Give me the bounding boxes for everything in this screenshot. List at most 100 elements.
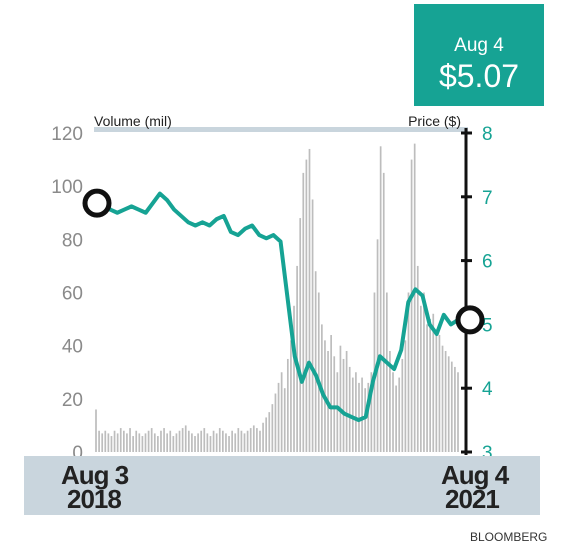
volume-bar — [385, 292, 388, 452]
volume-bar — [290, 340, 292, 452]
volume-bar — [228, 436, 230, 452]
right-tick-label: 8 — [482, 124, 493, 145]
volume-bar — [101, 433, 104, 452]
end-price-marker — [455, 305, 485, 335]
volume-bar — [116, 433, 119, 452]
volume-bar — [141, 436, 144, 452]
volume-bar — [95, 409, 97, 452]
volume-bar — [256, 428, 258, 452]
volume-bar — [395, 385, 397, 452]
volume-bar — [398, 377, 401, 452]
volume-bar — [426, 324, 428, 452]
volume-bar — [138, 433, 141, 452]
volume-bar — [416, 265, 419, 452]
volume-bar — [153, 433, 156, 452]
volume-bar — [178, 430, 181, 452]
volume-bar — [280, 372, 283, 452]
volume-bar — [166, 433, 169, 452]
volume-bar — [308, 148, 311, 452]
volume-bar — [237, 428, 240, 452]
right-tick-label: 7 — [482, 188, 493, 209]
volume-bar — [157, 436, 159, 452]
volume-bar — [129, 428, 131, 452]
volume-bar — [206, 433, 209, 452]
volume-bar — [98, 430, 100, 452]
left-tick-label: 120 — [51, 124, 83, 145]
volume-bar — [271, 404, 274, 452]
volume-bar — [246, 430, 249, 452]
volume-bar — [110, 436, 113, 452]
volume-bar — [215, 433, 218, 452]
right-tick-label: 6 — [482, 252, 493, 273]
right-tick-label: 5 — [482, 315, 493, 336]
volume-bar — [259, 430, 261, 452]
price-line — [94, 191, 460, 423]
volume-bar — [351, 377, 354, 452]
volume-bar — [160, 430, 162, 452]
volume-bar — [104, 430, 107, 452]
volume-bar — [407, 292, 410, 452]
volume-bar — [187, 430, 190, 452]
volume-bar — [382, 172, 385, 453]
volume-bar — [317, 292, 320, 452]
volume-bar — [163, 428, 165, 452]
volume-bar — [172, 436, 175, 452]
volume-bar — [333, 356, 336, 452]
latest-price-badge: Aug 4 $5.07 — [414, 4, 544, 106]
volume-bar — [457, 372, 459, 452]
volume-bar — [181, 428, 184, 452]
volume-bar — [404, 340, 407, 452]
volume-bar — [249, 428, 252, 452]
volume-bar — [330, 335, 332, 452]
volume-bar — [197, 433, 199, 452]
volume-bar — [252, 425, 255, 452]
volume-bar — [123, 430, 125, 452]
volume-bar — [444, 350, 447, 452]
volume-bar — [203, 428, 206, 452]
volume-bar — [240, 430, 243, 452]
volume-bar — [432, 313, 435, 452]
right-axis-title: Price ($) — [408, 113, 461, 129]
volume-bar — [150, 428, 153, 452]
volume-bar — [345, 350, 348, 452]
volume-bar — [169, 430, 172, 452]
volume-bar — [413, 143, 416, 452]
volume-bar — [225, 433, 227, 452]
volume-bar — [184, 425, 187, 452]
volume-bar — [311, 199, 314, 452]
volume-bar — [147, 430, 150, 452]
right-tick-label: 3 — [482, 443, 493, 464]
volume-bar — [218, 428, 221, 452]
volume-bar — [447, 356, 450, 452]
volume-bar — [401, 358, 404, 452]
start-date-label-month: Aug 3 — [61, 460, 129, 490]
chart-header-band — [94, 127, 468, 132]
end-date-label-month: Aug 4 — [441, 460, 510, 490]
volume-bar — [175, 433, 178, 452]
right-axis-tick-marks — [461, 131, 472, 454]
date-band — [24, 456, 540, 515]
volume-bar — [339, 345, 342, 452]
volume-bar — [194, 436, 196, 452]
volume-bar — [293, 305, 295, 452]
volume-bar — [305, 159, 308, 452]
volume-bar — [370, 372, 373, 452]
volume-bar — [435, 329, 438, 452]
left-tick-label: 80 — [62, 230, 83, 251]
volume-bar — [107, 433, 110, 452]
left-tick-label: 100 — [51, 177, 83, 198]
volume-bar — [212, 430, 215, 452]
volume-bar — [314, 271, 317, 452]
volume-bar — [144, 433, 147, 452]
volume-bar — [277, 382, 280, 452]
volume-bar — [342, 358, 345, 452]
volume-bar — [299, 218, 302, 452]
volume-bar — [420, 305, 422, 452]
volume-bar — [209, 436, 212, 452]
volume-bar — [243, 433, 246, 452]
volume-bar — [265, 417, 268, 452]
volume-bar — [392, 372, 394, 452]
volume-bar — [262, 422, 264, 452]
volume-bar — [355, 372, 357, 452]
